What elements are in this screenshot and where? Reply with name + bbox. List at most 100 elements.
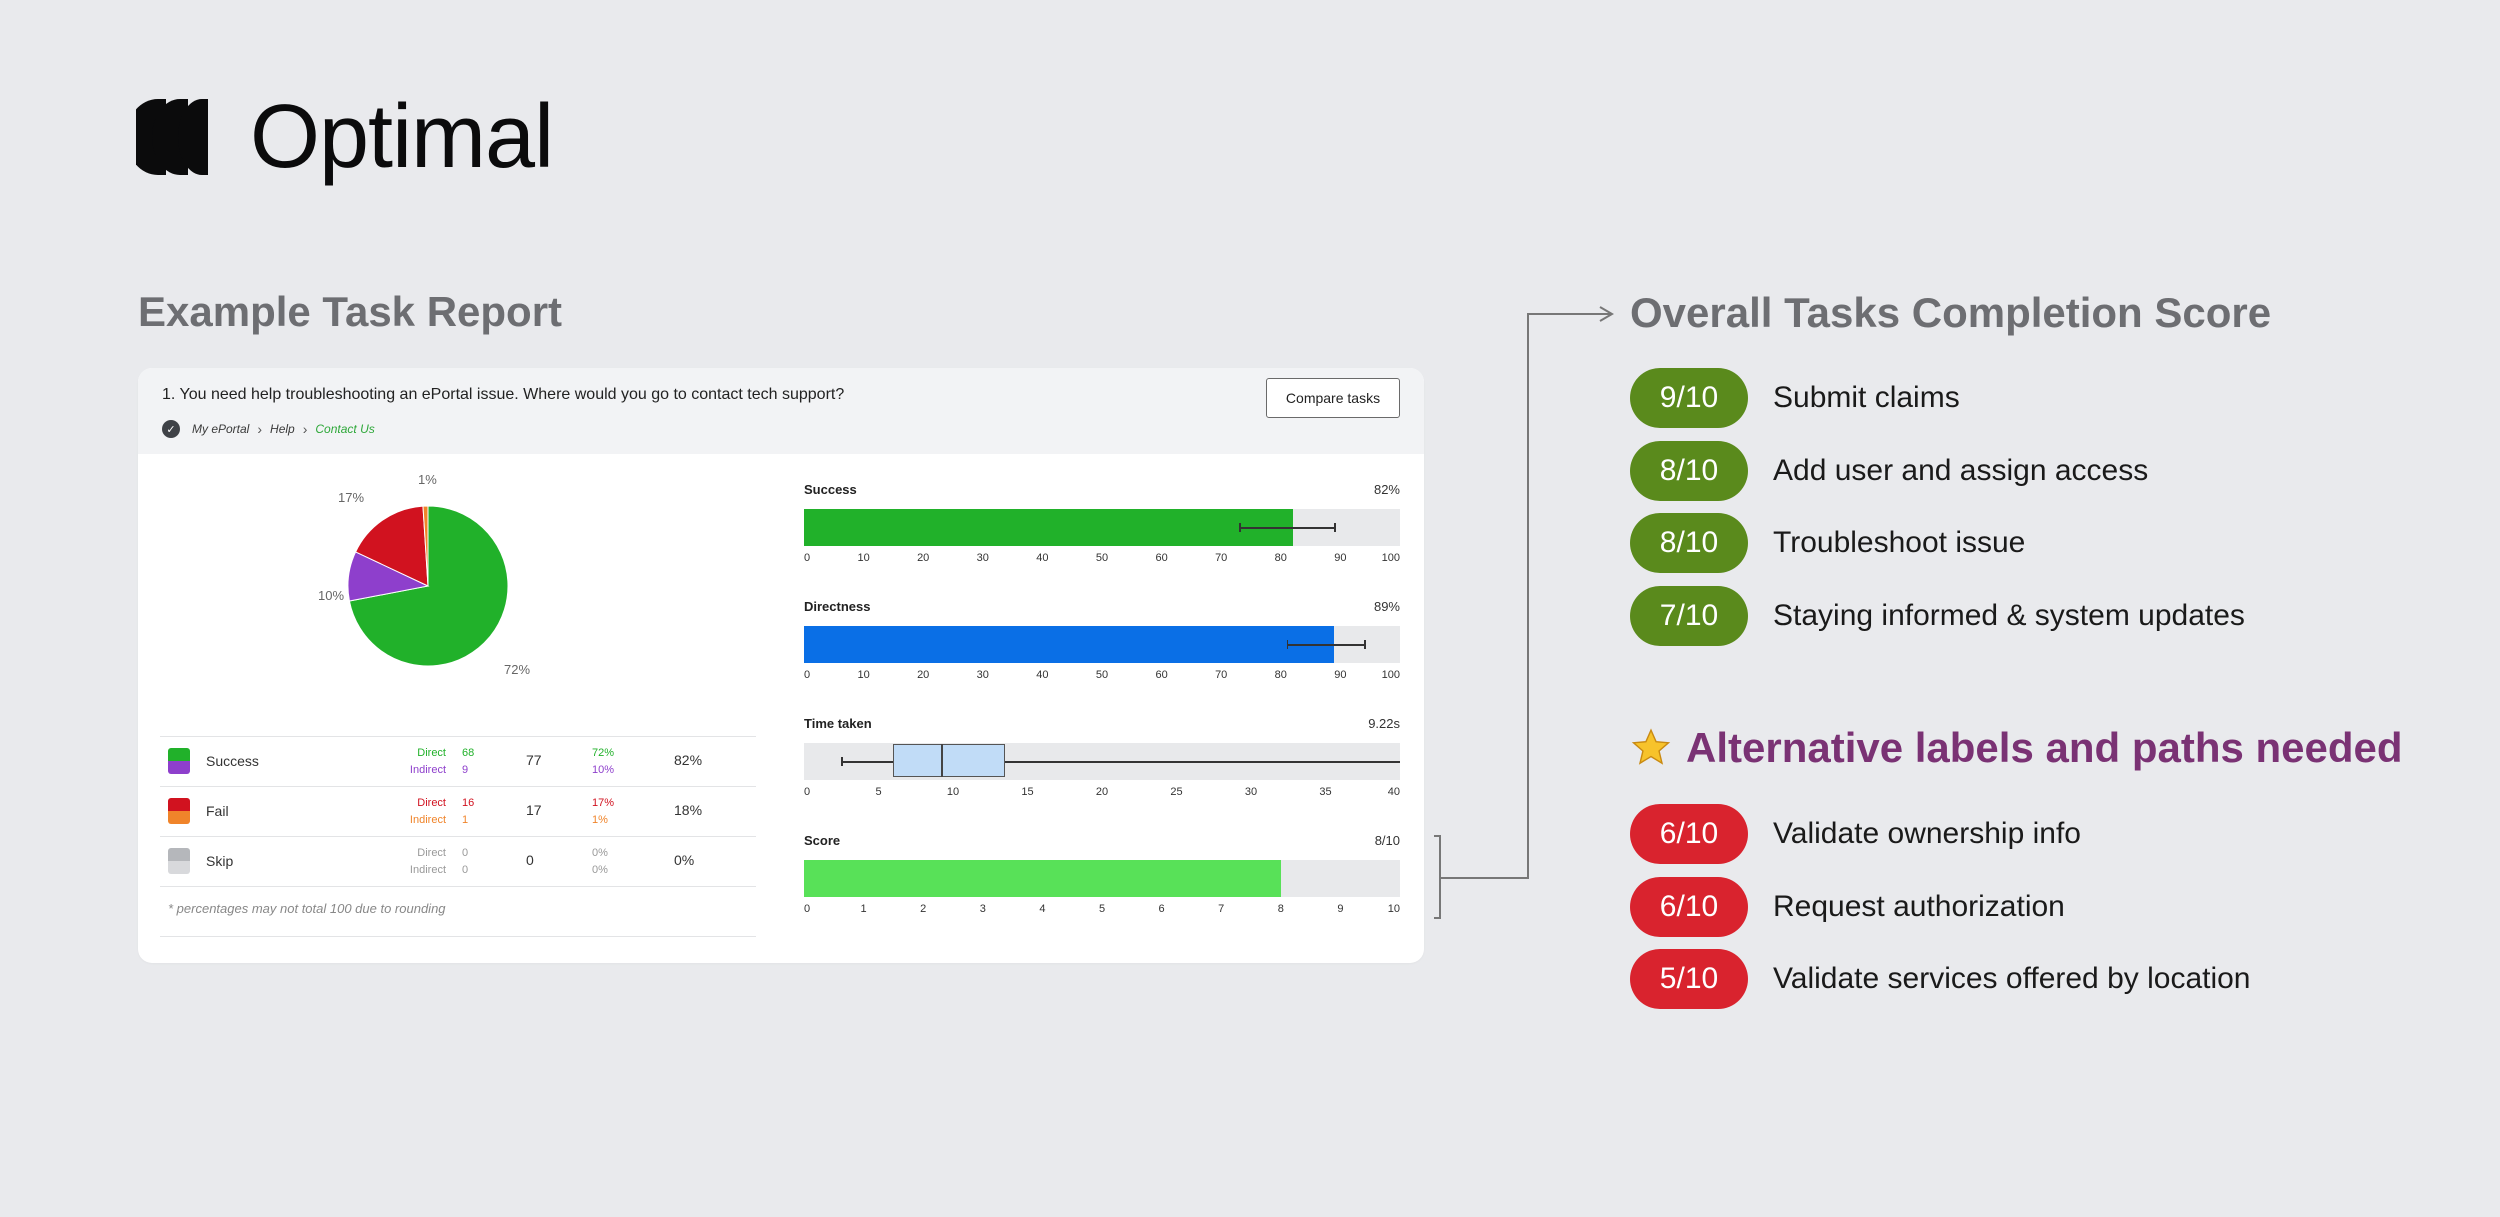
tick-label: 100 (1381, 669, 1400, 681)
tick-label: 0 (804, 903, 811, 915)
brand-name: Optimal (250, 87, 554, 187)
tick-label: 20 (1095, 786, 1109, 798)
direct-percent: 72% (592, 747, 615, 759)
pie-chart: 72% 10% 17% 1% (318, 474, 530, 677)
metric-value: 8/10 (1374, 833, 1400, 848)
legend-type-labels: Direct Indirect (410, 745, 446, 779)
legend-total: 17 (526, 802, 542, 818)
alternative-title: Alternative labels and paths needed (1630, 724, 2403, 772)
legend-type-labels: Direct Indirect (410, 845, 446, 879)
tick-label: 20 (917, 552, 930, 564)
legend-type-labels: Direct Indirect (410, 795, 446, 829)
score-badge: 6/10 (1630, 876, 1748, 937)
chevron-right-icon: › (257, 421, 263, 437)
legend-percentages: 72% 10% (592, 745, 614, 779)
pie-label: 1% (418, 474, 437, 487)
check-icon: ✓ (162, 420, 180, 438)
task-name: Request authorization (1773, 889, 2065, 923)
legend-swatch (168, 848, 190, 874)
tick-label: 10 (857, 669, 870, 681)
tick-label: 2 (920, 903, 927, 915)
indirect-label: Indirect (409, 764, 446, 776)
pie-label: 17% (338, 490, 364, 505)
indirect-count: 9 (462, 764, 469, 776)
tick-label: 3 (979, 903, 986, 915)
task-name: Troubleshoot issue (1773, 526, 2026, 559)
tick-label: 30 (976, 552, 989, 564)
legend-name: Skip (206, 853, 234, 869)
legend-row-fail: Fail Direct Indirect 16 1 17 17% 1% 18% (160, 786, 756, 836)
score-item: 5/10 Validate services offered by locati… (1630, 949, 2251, 1009)
compare-tasks-button[interactable]: Compare tasks (1266, 378, 1400, 418)
metric-value: 9.22s (1368, 716, 1400, 731)
legend-row-success: Success Direct Indirect 68 9 77 72% 10% … (160, 736, 756, 786)
metric-label: Time taken (804, 716, 872, 731)
boxplot-box (893, 744, 1006, 777)
direct-label: Direct (417, 847, 446, 859)
error-bar-cap (1364, 640, 1366, 649)
score-badge: 7/10 (1630, 585, 1748, 646)
task-name: Staying informed & system updates (1773, 598, 2245, 632)
direct-label: Direct (417, 797, 446, 809)
error-bar-cap (1334, 523, 1336, 532)
direct-label: Direct (417, 747, 446, 759)
boxplot-median (941, 744, 943, 777)
legend-counts: 0 0 (462, 845, 468, 879)
axis-ticks: 0 10 20 30 40 50 60 70 80 90 100 (804, 552, 1400, 566)
tick-label: 0 (804, 786, 811, 798)
score-badge: 9/10 (1630, 368, 1748, 428)
tick-label: 6 (1158, 903, 1165, 915)
tick-label: 25 (1170, 786, 1183, 798)
overall-score-title: Overall Tasks Completion Score (1630, 289, 2272, 336)
tick-label: 50 (1095, 669, 1109, 681)
tick-label: 40 (1036, 552, 1049, 564)
direct-percent: 0% (592, 847, 608, 859)
task-name: Validate services offered by location (1773, 962, 2251, 995)
tick-label: 80 (1274, 669, 1287, 681)
tick-label: 8 (1277, 903, 1284, 915)
score-item: 8/10 Add user and assign access (1630, 440, 2245, 501)
legend-total: 77 (526, 752, 542, 768)
legend-name: Fail (206, 803, 229, 819)
indirect-count: 1 (462, 814, 469, 826)
tick-label: 15 (1021, 786, 1034, 798)
metric-label: Success (804, 482, 857, 497)
legend-swatch (168, 798, 190, 824)
task-report-card: 1. You need help troubleshooting an ePor… (138, 368, 1424, 963)
tick-label: 80 (1274, 552, 1287, 564)
tick-label: 20 (917, 669, 930, 681)
directness-bar-fill (804, 626, 1335, 663)
task-name: Validate ownership info (1773, 817, 2081, 850)
score-item: 6/10 Validate ownership info (1630, 804, 2251, 864)
indirect-label: Indirect (409, 814, 446, 826)
tick-label: 5 (875, 786, 882, 798)
direct-percent: 17% (592, 797, 615, 809)
time-boxplot-track (804, 743, 1400, 780)
metric-label: Score (804, 833, 841, 848)
metric-label: Directness (804, 599, 871, 614)
result-legend-table: Success Direct Indirect 68 9 77 72% 1 0% … (160, 736, 756, 937)
connector-arrow (1434, 306, 1614, 919)
breadcrumb-item-current: Contact Us (315, 422, 375, 436)
task-name: Submit claims (1773, 381, 1960, 414)
directness-bar-track (804, 626, 1400, 663)
error-bar (1239, 527, 1335, 529)
indirect-percent: 1% (592, 814, 608, 826)
star-icon (1631, 728, 1671, 765)
tick-label: 40 (1387, 786, 1400, 798)
tick-label: 0 (804, 552, 811, 564)
alternative-score-list: 6/10 Validate ownership info 6/10 Reques… (1630, 804, 2251, 1022)
pie-slice (354, 505, 429, 587)
score-bar-track (804, 860, 1400, 897)
direct-count: 16 (462, 797, 475, 809)
score-badge: 5/10 (1630, 949, 1748, 1009)
score-item: 8/10 Troubleshoot issue (1630, 513, 2245, 573)
legend-percent: 82% (674, 752, 703, 768)
tick-label: 0 (804, 669, 811, 681)
indirect-label: Indirect (409, 864, 446, 876)
legend-percentages: 0% 0% (592, 845, 608, 879)
pie-label: 72% (504, 662, 530, 677)
breadcrumb-item: Help (270, 422, 295, 436)
error-bar-cap (1239, 523, 1241, 532)
direct-count: 68 (462, 747, 475, 759)
